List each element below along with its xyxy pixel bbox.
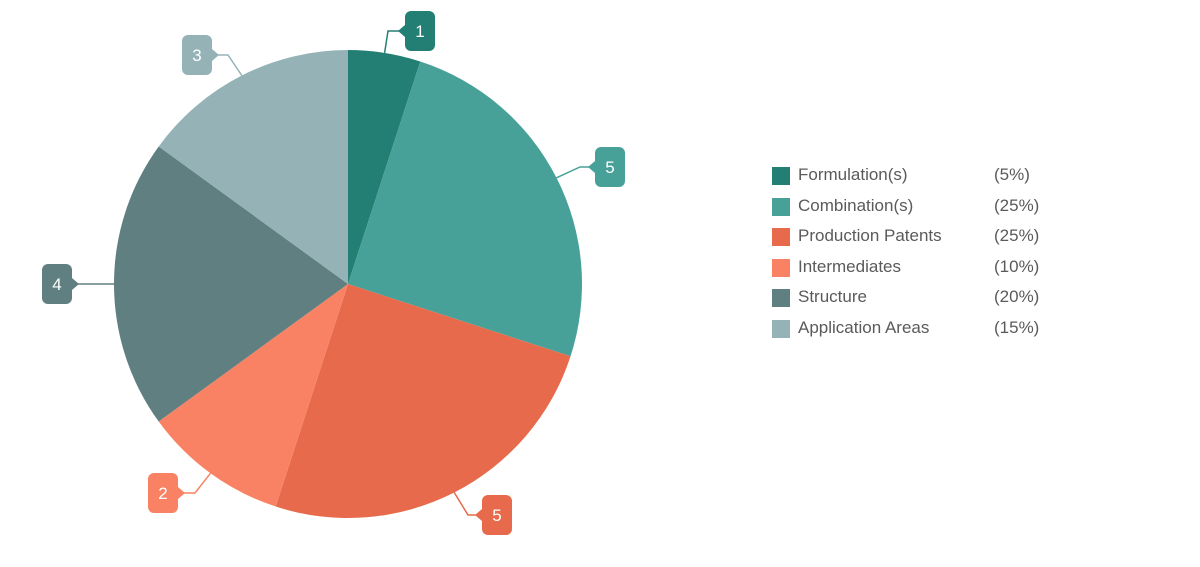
legend-percent: (15%) (994, 317, 1040, 337)
pie-slice-application-areas[interactable] (158, 50, 348, 284)
callout-badge-application-areas (182, 35, 212, 75)
pie-slice-structure[interactable] (114, 146, 348, 422)
callout-pointer-formulation-s (398, 25, 405, 37)
pie-slice-intermediates[interactable] (158, 284, 348, 507)
legend-swatch (772, 289, 790, 308)
legend-swatch (772, 319, 790, 338)
pie-slices (114, 50, 583, 518)
callout-value-application-areas: 3 (192, 46, 201, 65)
legend-label: Structure (798, 287, 867, 307)
pie-slice-combination-s[interactable] (348, 61, 583, 357)
legend-swatch (772, 167, 790, 185)
legend-label: Production Patents (798, 226, 942, 246)
callout-pointer-structure (72, 278, 79, 290)
legend-swatch (772, 197, 790, 216)
callout-pointer-production-patents (475, 509, 482, 521)
callout-value-structure: 4 (52, 275, 61, 294)
legend-label: Application Areas (798, 317, 930, 337)
legend-percent: (25%) (994, 195, 1040, 215)
callout-pointer-application-areas (212, 49, 219, 61)
legend-swatch (772, 228, 790, 247)
callout-pointer-combination-s (588, 161, 595, 173)
callout-pointer-intermediates (178, 487, 185, 499)
callout-badge-combination-s (595, 147, 625, 187)
callout-badge-formulation-s (405, 11, 435, 51)
callout-badge-production-patents (482, 495, 512, 535)
legend-swatch (772, 258, 790, 277)
callout-value-combination-s: 5 (605, 158, 614, 177)
legend-label: Intermediates (798, 256, 901, 276)
legend-percent: (25%) (994, 226, 1040, 246)
legend-percent: (10%) (994, 256, 1040, 276)
value-callouts: 1 5 5 2 4 3 (42, 11, 625, 535)
callout-badge-structure (42, 264, 72, 304)
pie-slice-production-patents[interactable] (275, 284, 571, 518)
legend-percent: (5%) (994, 165, 1030, 184)
legend-percent: (20%) (994, 287, 1040, 307)
callout-value-production-patents: 5 (492, 506, 501, 525)
pie-chart: 1 5 5 2 4 3 (42, 11, 625, 535)
callout-value-formulation-s: 1 (415, 22, 424, 41)
callout-value-intermediates: 2 (158, 484, 167, 503)
legend-label: Combination(s) (798, 195, 914, 215)
pie-slice-formulation-s[interactable] (348, 50, 421, 284)
legend-label: Formulation(s) (798, 165, 908, 184)
callout-badge-intermediates (148, 473, 178, 513)
